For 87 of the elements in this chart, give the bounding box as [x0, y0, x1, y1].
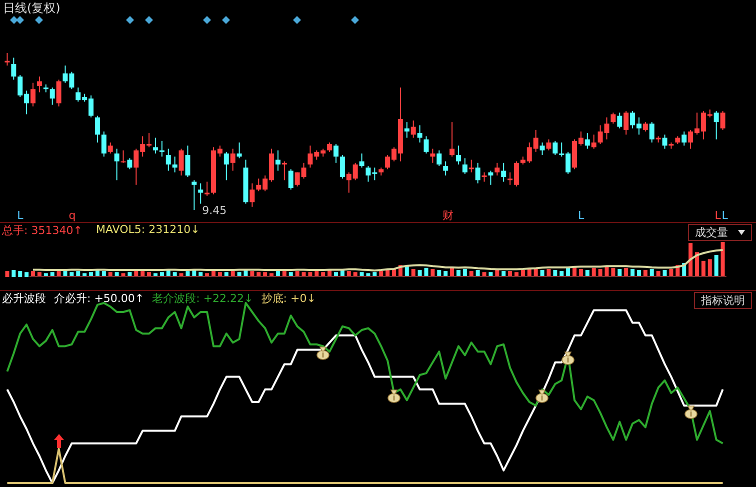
candlestick: [152, 137, 158, 154]
candlestick: [443, 160, 448, 176]
candlestick: [494, 162, 500, 176]
candlestick: [584, 132, 590, 150]
annotation: 介必升: +50.00↑: [54, 292, 144, 305]
candlestick: [482, 172, 487, 182]
candlestick: [198, 182, 204, 204]
candlestick: [127, 158, 132, 170]
annotation: L: [578, 209, 584, 222]
dropdown-field: 成交量: [688, 224, 752, 241]
candlestick: [224, 151, 229, 181]
candlestick: [114, 148, 120, 181]
annotation: L: [722, 209, 728, 222]
candlestick: [642, 122, 648, 132]
candlestick: [501, 162, 506, 182]
annotation: L: [17, 209, 24, 222]
candlestick: [430, 148, 436, 164]
candlestick: [662, 134, 668, 150]
candlestick: [4, 52, 10, 66]
bar: [24, 272, 29, 277]
annotation: q: [68, 209, 76, 222]
bar: [18, 271, 22, 277]
candlestick: [462, 158, 468, 174]
candlestick: [101, 131, 106, 158]
annotation: 财: [442, 209, 454, 222]
candlestick: [417, 124, 422, 143]
bar: [708, 259, 712, 277]
bar: [12, 270, 16, 277]
candlestick: [340, 154, 345, 180]
bar: [701, 260, 706, 277]
annotation: L: [714, 209, 721, 222]
candlestick: [475, 162, 480, 184]
candlestick: [185, 145, 190, 178]
candlestick: [424, 136, 429, 154]
candlestick: [172, 156, 178, 173]
candlestick: [610, 112, 616, 124]
candlestick: [230, 148, 236, 172]
candlestick: [50, 87, 55, 106]
candlestick: [236, 142, 242, 159]
candlestick: [94, 115, 100, 143]
candlestick: [120, 150, 126, 164]
bar: [5, 271, 10, 277]
bar: [714, 254, 718, 277]
candlestick: [468, 159, 474, 173]
candlestick: [552, 140, 558, 156]
candlestick: [192, 180, 197, 210]
candlestick: [108, 142, 113, 154]
candlestick: [275, 150, 280, 172]
candlestick: [166, 148, 171, 172]
text: MAVOL5: 231210↓: [96, 223, 200, 236]
candlestick: [333, 144, 338, 164]
button: 指标说明: [694, 292, 752, 309]
candlestick: [282, 160, 287, 181]
candlestick: [359, 152, 364, 168]
candlestick: [327, 142, 332, 152]
candlestick: [488, 170, 494, 186]
candlestick: [591, 134, 596, 150]
candlestick: [30, 82, 36, 107]
candlestick: [720, 110, 726, 130]
bar: [720, 242, 725, 277]
candlestick: [36, 76, 42, 93]
candlestick: [456, 145, 461, 165]
candlestick: [204, 181, 210, 196]
annotation: 老介波段: +22.22↓: [152, 292, 254, 305]
annotation: 抄底: +0↓: [261, 292, 316, 305]
chart-title: 必升波段: [2, 292, 46, 305]
candlestick: [540, 142, 545, 156]
candlestick: [410, 120, 416, 138]
candlestick: [682, 131, 687, 146]
annotation: 9.45: [202, 204, 227, 217]
candlestick: [56, 79, 62, 107]
candlestick: [714, 110, 719, 140]
annotation: 指标说明: [701, 294, 745, 307]
chart-title: 日线(复权): [3, 1, 60, 15]
candlestick: [546, 138, 552, 151]
candlestick: [624, 110, 629, 136]
candlestick: [250, 182, 255, 208]
text: 总手: 351340↑: [2, 224, 82, 237]
candlestick: [404, 122, 410, 138]
candlestick: [617, 112, 622, 129]
candlestick: [178, 148, 184, 176]
candlestick: [450, 122, 455, 158]
candlestick: [11, 57, 16, 80]
candlestick: [159, 140, 164, 158]
candlestick: [436, 150, 442, 167]
candlestick: [288, 168, 294, 190]
candlestick: [649, 122, 654, 143]
